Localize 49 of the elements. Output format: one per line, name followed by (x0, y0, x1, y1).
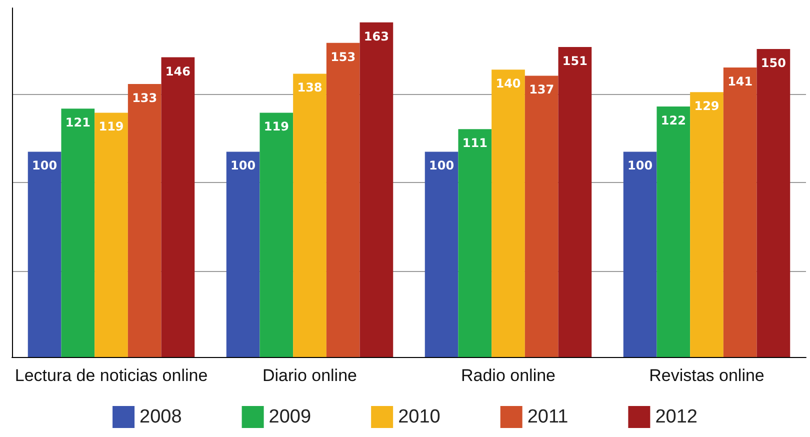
data-label: 122 (660, 114, 686, 128)
data-label: 100 (628, 158, 653, 173)
x-tick-label: Lectura de noticias online (14, 366, 208, 385)
bar (458, 129, 492, 357)
data-label: 140 (496, 76, 521, 91)
data-label: 137 (529, 82, 554, 97)
legend-label: 2011 (527, 406, 568, 428)
bar (756, 49, 790, 357)
bar (690, 92, 724, 357)
bar (293, 74, 326, 357)
bar (61, 108, 95, 357)
bar (326, 42, 360, 357)
bar (260, 112, 294, 357)
data-label: 146 (165, 64, 190, 78)
data-label: 111 (462, 136, 488, 150)
x-tick-label: Diario online (262, 366, 357, 385)
data-label: 163 (364, 29, 389, 44)
data-label: 100 (429, 158, 454, 173)
data-label: 151 (562, 54, 588, 68)
data-label: 119 (264, 120, 289, 134)
bar (492, 70, 525, 357)
bar (128, 84, 162, 357)
data-label: 141 (728, 74, 753, 89)
data-label: 100 (230, 158, 256, 173)
bar (723, 68, 757, 357)
legend-label: 2010 (398, 406, 440, 428)
bar (226, 152, 260, 357)
bar (161, 57, 195, 357)
bar (424, 152, 458, 357)
legend-label: 2008 (140, 406, 182, 428)
bar (656, 106, 690, 357)
data-label: 133 (132, 90, 158, 105)
data-label: 100 (32, 158, 58, 173)
x-tick-label: Radio online (460, 366, 556, 385)
legend-label: 2009 (268, 406, 312, 428)
data-label: 138 (297, 80, 322, 95)
data-label: 153 (330, 50, 356, 64)
bar (94, 112, 128, 357)
data-label: 129 (694, 99, 720, 114)
bar (524, 76, 558, 357)
bar (28, 152, 62, 357)
legend-label: 2012 (655, 406, 698, 428)
bar (558, 47, 592, 357)
bar (360, 22, 394, 357)
data-label: 121 (65, 116, 90, 130)
data-label: 150 (760, 56, 786, 70)
bar (623, 152, 657, 357)
x-tick-label: Revistas online (649, 366, 764, 385)
data-label: 119 (98, 120, 124, 134)
